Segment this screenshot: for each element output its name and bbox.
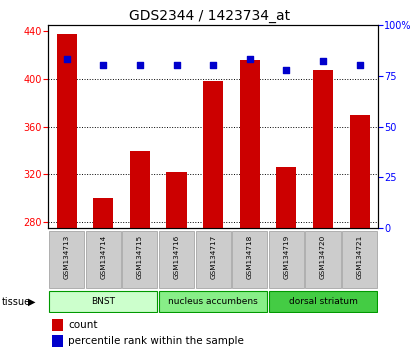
Text: GSM134718: GSM134718 [247, 235, 253, 279]
Bar [276, 167, 297, 228]
Text: GSM134716: GSM134716 [173, 235, 179, 279]
Point [210, 63, 217, 68]
Bar [52, 335, 63, 347]
Text: GSM134713: GSM134713 [63, 235, 70, 279]
Point [100, 63, 107, 68]
Bar [52, 319, 63, 331]
Text: GSM134717: GSM134717 [210, 235, 216, 279]
Text: GDS2344 / 1423734_at: GDS2344 / 1423734_at [129, 9, 291, 23]
Text: dorsal striatum: dorsal striatum [289, 297, 357, 306]
Bar [203, 81, 223, 228]
Bar [232, 231, 268, 288]
Bar [49, 231, 84, 288]
Bar [305, 231, 341, 288]
Bar [49, 291, 158, 312]
Text: GSM134719: GSM134719 [284, 235, 289, 279]
Point [320, 58, 326, 64]
Bar [269, 231, 304, 288]
Text: tissue: tissue [2, 297, 31, 307]
Bar [159, 291, 268, 312]
Text: ▶: ▶ [28, 297, 36, 307]
Bar [93, 198, 113, 228]
Bar [130, 150, 150, 228]
Point [136, 63, 143, 68]
Text: GSM134714: GSM134714 [100, 235, 106, 279]
Bar [86, 231, 121, 288]
Text: count: count [68, 320, 97, 330]
Point [356, 63, 363, 68]
Bar [313, 70, 333, 228]
Bar [349, 115, 370, 228]
Bar [57, 34, 77, 228]
Bar [159, 231, 194, 288]
Point [283, 67, 290, 73]
Text: percentile rank within the sample: percentile rank within the sample [68, 336, 244, 346]
Point [173, 63, 180, 68]
Text: GSM134720: GSM134720 [320, 235, 326, 279]
Point [247, 57, 253, 62]
Bar [166, 172, 186, 228]
Bar [342, 231, 377, 288]
Point [63, 57, 70, 62]
Text: GSM134715: GSM134715 [137, 235, 143, 279]
Text: GSM134721: GSM134721 [357, 235, 363, 279]
Text: BNST: BNST [91, 297, 115, 306]
Text: nucleus accumbens: nucleus accumbens [168, 297, 258, 306]
Bar [240, 59, 260, 228]
Bar [196, 231, 231, 288]
Bar [269, 291, 377, 312]
Bar [122, 231, 158, 288]
